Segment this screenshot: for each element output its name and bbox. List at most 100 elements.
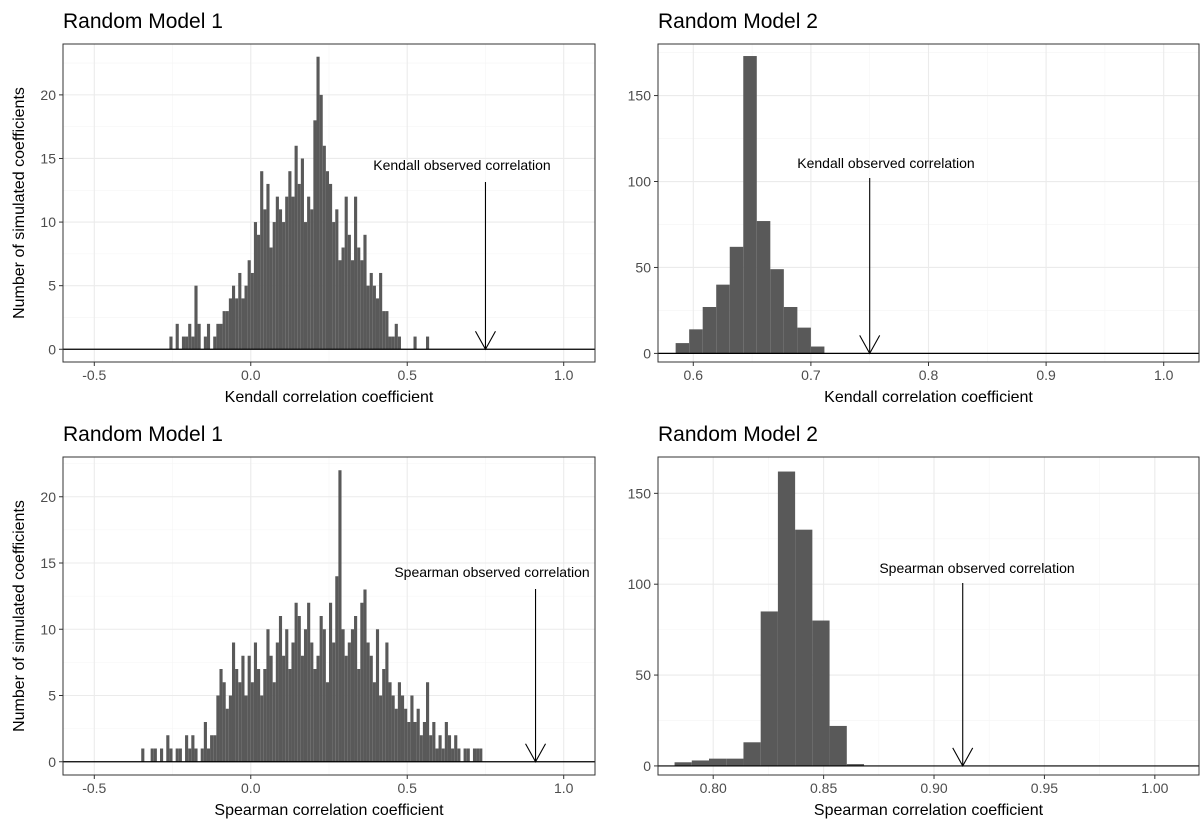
x-tick-label: 0.5 — [398, 367, 418, 383]
x-tick-label: 1.0 — [554, 780, 574, 796]
histogram-bar — [435, 748, 439, 762]
y-tick-label: 100 — [628, 174, 652, 190]
histogram-bar — [457, 748, 461, 762]
histogram-bar — [185, 336, 189, 350]
histogram-bar — [200, 748, 204, 762]
y-tick-label: 15 — [40, 555, 56, 571]
histogram-bar — [228, 298, 232, 350]
histogram-bar — [391, 695, 395, 762]
histogram-bar — [366, 285, 370, 350]
x-tick-label: 0.5 — [398, 780, 418, 796]
histogram-bar — [197, 323, 201, 350]
histogram-bar — [394, 323, 398, 350]
histogram-bar — [366, 642, 370, 762]
histogram-bar — [413, 722, 417, 762]
histogram-bar — [263, 669, 267, 762]
histogram-bar — [216, 323, 220, 350]
chart-svg: Random Model 2 0.80 0.85 0.90 0.95 1.00 0 50 100… — [628, 423, 1200, 819]
histogram-bar — [257, 669, 261, 762]
y-tick-label: 150 — [628, 88, 652, 104]
histogram-bar — [426, 682, 430, 762]
histogram-bar — [379, 272, 383, 350]
histogram-bar — [325, 171, 329, 350]
histogram-bar — [709, 758, 727, 766]
x-axis-label: Spearman correlation coefficient — [814, 802, 1044, 819]
histogram-bar — [266, 183, 270, 350]
histogram-bar — [674, 762, 692, 766]
histogram-bar — [347, 234, 351, 350]
histogram-bar — [278, 616, 283, 762]
histogram-bar — [288, 669, 292, 762]
histogram-bar — [702, 306, 717, 354]
histogram-bar — [463, 748, 467, 762]
histogram-bar — [451, 748, 455, 762]
histogram-bar — [797, 327, 811, 354]
histogram-bar — [322, 145, 326, 350]
histogram-bar — [169, 336, 173, 350]
histogram-bar — [238, 682, 242, 762]
histogram-bar — [278, 209, 283, 350]
histogram-bar — [770, 269, 784, 354]
histogram-bar — [391, 336, 395, 350]
histogram-bar — [188, 748, 192, 762]
observed-correlation-annotation: Spearman observed correlation — [394, 564, 589, 580]
histogram-bar — [285, 629, 289, 762]
histogram-bar — [206, 748, 211, 762]
arrowhead — [859, 335, 881, 355]
histogram-bar — [319, 94, 323, 350]
histogram-bar — [260, 695, 264, 762]
x-tick-label: 0.0 — [241, 780, 261, 796]
histogram-bar — [783, 306, 798, 354]
histogram-bar — [235, 298, 239, 350]
histogram-bar — [400, 695, 405, 762]
histogram-bar — [194, 285, 198, 350]
arrowhead — [952, 747, 974, 768]
histogram-bar — [335, 576, 339, 762]
histogram-bar — [438, 735, 442, 762]
histogram-bar — [141, 748, 145, 762]
histogram-bar — [332, 642, 336, 762]
histogram-bar — [812, 620, 830, 766]
histogram-bar — [385, 311, 389, 350]
histogram-bar — [691, 760, 710, 766]
histogram-bar — [247, 655, 251, 762]
histogram-bar — [375, 629, 380, 762]
histogram-bar — [225, 311, 229, 350]
histogram-bar — [175, 748, 179, 762]
histogram-bar — [444, 722, 448, 762]
y-tick-label: 0 — [48, 341, 56, 357]
histogram-bar — [310, 209, 314, 350]
histogram-bar — [689, 329, 703, 354]
y-tick-label: 50 — [635, 667, 651, 683]
histogram-bar — [282, 655, 286, 762]
histogram-bar — [275, 196, 279, 350]
histogram-bar — [344, 655, 348, 762]
x-tick-label: -0.5 — [82, 367, 106, 383]
histogram-bar — [210, 735, 214, 762]
histogram-bar — [235, 669, 239, 762]
y-tick-label: 5 — [48, 688, 56, 704]
y-tick-label: 0 — [643, 758, 651, 774]
histogram-bar — [169, 748, 173, 762]
histogram-bar — [188, 323, 192, 350]
x-tick-label: -0.5 — [82, 780, 106, 796]
histogram-bar — [241, 655, 245, 762]
histogram-bar — [416, 708, 420, 762]
y-tick-label: 20 — [40, 87, 56, 103]
x-tick-label: 0.90 — [920, 780, 947, 796]
histogram-bar — [294, 602, 298, 762]
histogram-bar — [329, 602, 333, 762]
chart-svg: Random Model 1 -0.5 0.0 0.5 1.0 0 5 10 15 20 Kenda… — [11, 10, 596, 406]
histogram-bar — [407, 722, 411, 762]
histogram-bar — [228, 695, 232, 762]
histogram-bar — [203, 336, 207, 350]
histogram-bar — [360, 260, 364, 350]
observed-correlation-annotation: Kendall observed correlation — [373, 157, 550, 173]
histogram-bar — [341, 247, 345, 350]
x-axis-label: Spearman correlation coefficient — [214, 802, 444, 819]
histogram-bar — [291, 642, 295, 762]
histogram-bar — [441, 748, 445, 762]
histogram-bar — [846, 764, 865, 766]
histogram-bar — [181, 336, 186, 350]
histogram-bar — [316, 56, 320, 350]
